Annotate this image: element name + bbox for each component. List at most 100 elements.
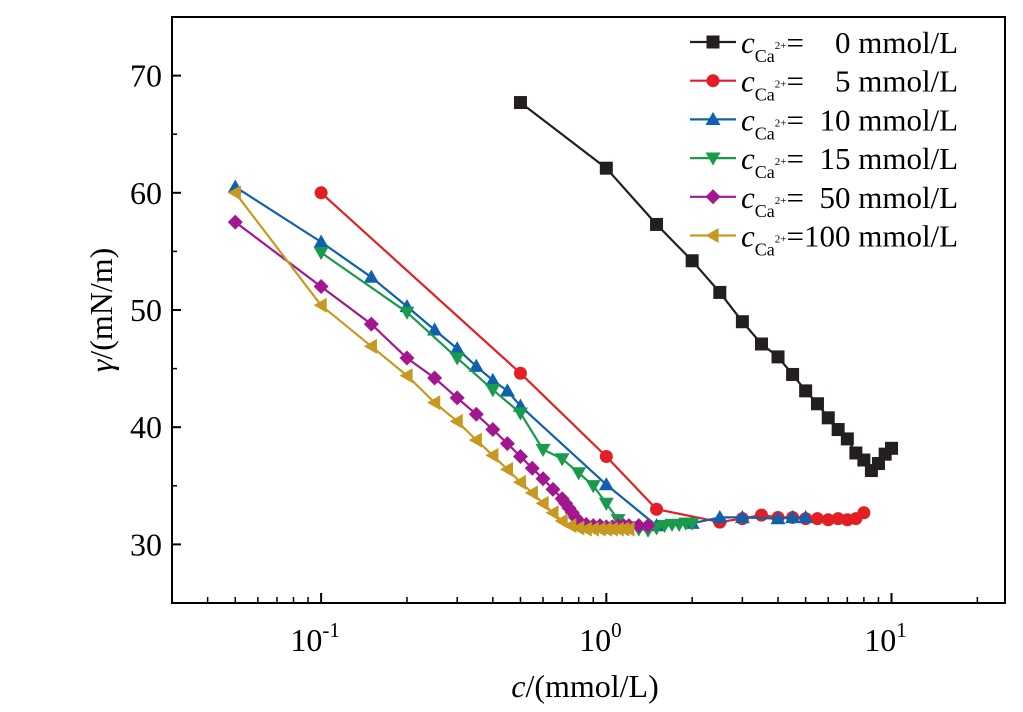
series-3-point	[313, 246, 329, 261]
series-4-point	[449, 390, 465, 406]
series-3-point	[535, 443, 551, 457]
legend-item-2: cCa2+= 10 mmol/L	[690, 102, 958, 143]
legend-label-value: = 10 mmol/L	[786, 102, 958, 137]
legend-label-sub: Ca	[755, 240, 775, 260]
legend-label-var: c	[741, 141, 755, 176]
series-2-point	[485, 372, 501, 386]
legend-label-var: c	[741, 180, 755, 215]
y-tick-label: 60	[130, 175, 162, 211]
series-5-point	[512, 474, 527, 490]
series-0-point	[857, 453, 871, 467]
y-axis-label: γ/(mN/m)	[83, 248, 119, 373]
series-2-point	[499, 383, 515, 397]
series-4-point	[313, 279, 329, 295]
series-0-point	[821, 411, 835, 425]
series-5-point	[499, 461, 514, 477]
series-4-point	[427, 370, 443, 386]
legend-label-sub: Ca	[755, 162, 775, 182]
series-3-point	[571, 467, 587, 481]
series-4-point	[545, 481, 561, 497]
y-axis-label-unit: /(mN/m)	[83, 248, 119, 360]
legend-label-var: c	[741, 102, 755, 137]
legend-swatch-marker	[706, 35, 720, 49]
series-5	[227, 185, 635, 537]
series-2-point	[598, 477, 614, 491]
series-5-point	[621, 521, 635, 537]
y-tick-label: 50	[130, 292, 162, 328]
legend-swatch-marker	[705, 152, 721, 166]
series-layer	[227, 96, 899, 538]
legend-label-value: = 50 mmol/L	[786, 180, 958, 215]
series-0-point	[650, 217, 664, 231]
legend-label-sup: 2+	[775, 117, 787, 129]
x-tick-label-exponent: 0	[611, 618, 622, 642]
legend-label-value: = 5 mmol/L	[786, 64, 958, 99]
series-3-point	[399, 306, 415, 320]
series-3-point	[598, 497, 614, 511]
series-4-point	[227, 214, 243, 230]
series-4-point	[640, 518, 656, 534]
x-tick-label: 10-1	[290, 618, 340, 658]
legend-label-sub: Ca	[755, 46, 775, 66]
legend-label-value: = 0 mmol/L	[786, 25, 958, 60]
series-0-point	[885, 441, 899, 455]
series-1-point	[857, 506, 871, 520]
series-4-point	[499, 436, 515, 452]
x-tick-label: 100	[579, 618, 622, 658]
legend-label: cCa2+= 5 mmol/L	[741, 64, 958, 105]
series-1-point	[650, 502, 664, 516]
legend-label-sub: Ca	[755, 85, 775, 105]
series-4-point	[535, 471, 551, 487]
legend-label-var: c	[741, 219, 755, 254]
legend-item-1: cCa2+= 5 mmol/L	[690, 64, 958, 105]
x-axis-label-unit: /(mmol/L)	[525, 668, 658, 704]
series-4-point	[631, 518, 647, 534]
series-1-point	[513, 366, 527, 380]
legend-label-var: c	[741, 25, 755, 60]
series-3-point	[485, 384, 501, 398]
series-5-point	[563, 518, 577, 534]
series-4-point	[468, 406, 484, 422]
legend-item-3: cCa2+= 15 mmol/L	[690, 141, 958, 182]
legend-label-value: = 15 mmol/L	[786, 141, 958, 176]
legend-label: cCa2+= 50 mmol/L	[741, 180, 958, 221]
series-2-point	[313, 234, 329, 248]
series-0-point	[735, 315, 749, 329]
legend-label-var: c	[741, 64, 755, 99]
legend-label-sup: 2+	[775, 79, 787, 91]
legend-item-0: cCa2+= 0 mmol/L	[690, 25, 958, 66]
series-0-point	[713, 285, 727, 299]
x-tick-label-exponent: -1	[322, 618, 340, 642]
legend-item-4: cCa2+= 50 mmol/L	[690, 180, 958, 221]
legend-swatch-marker	[706, 74, 720, 88]
series-5-point	[485, 447, 499, 463]
series-4-point	[485, 422, 501, 438]
series-5-point	[535, 495, 549, 511]
series-0-point	[810, 397, 824, 411]
series-5-point	[545, 505, 559, 521]
series-4-point	[512, 449, 528, 464]
x-axis-label-var: c	[511, 668, 525, 704]
series-4-point	[524, 460, 540, 476]
series-5-point	[578, 521, 592, 537]
series-2-point	[734, 509, 750, 524]
y-tick-label: 30	[130, 526, 162, 562]
series-5-point	[554, 513, 568, 529]
series-3-point	[684, 517, 700, 531]
legend-label-value: =100 mmol/L	[786, 219, 958, 254]
series-5-point	[363, 338, 377, 354]
series-2-point	[798, 509, 814, 524]
series-1-point	[821, 513, 835, 527]
series-5-point	[449, 413, 463, 429]
y-tick-label: 40	[130, 409, 162, 445]
series-3-point	[554, 453, 570, 467]
series-2-point	[449, 341, 465, 355]
series-1-point	[754, 508, 768, 522]
series-5-point	[427, 395, 441, 411]
series-5-line	[234, 192, 629, 531]
series-2-point	[712, 509, 728, 524]
series-5-point	[524, 485, 538, 501]
series-0-point	[771, 350, 785, 364]
